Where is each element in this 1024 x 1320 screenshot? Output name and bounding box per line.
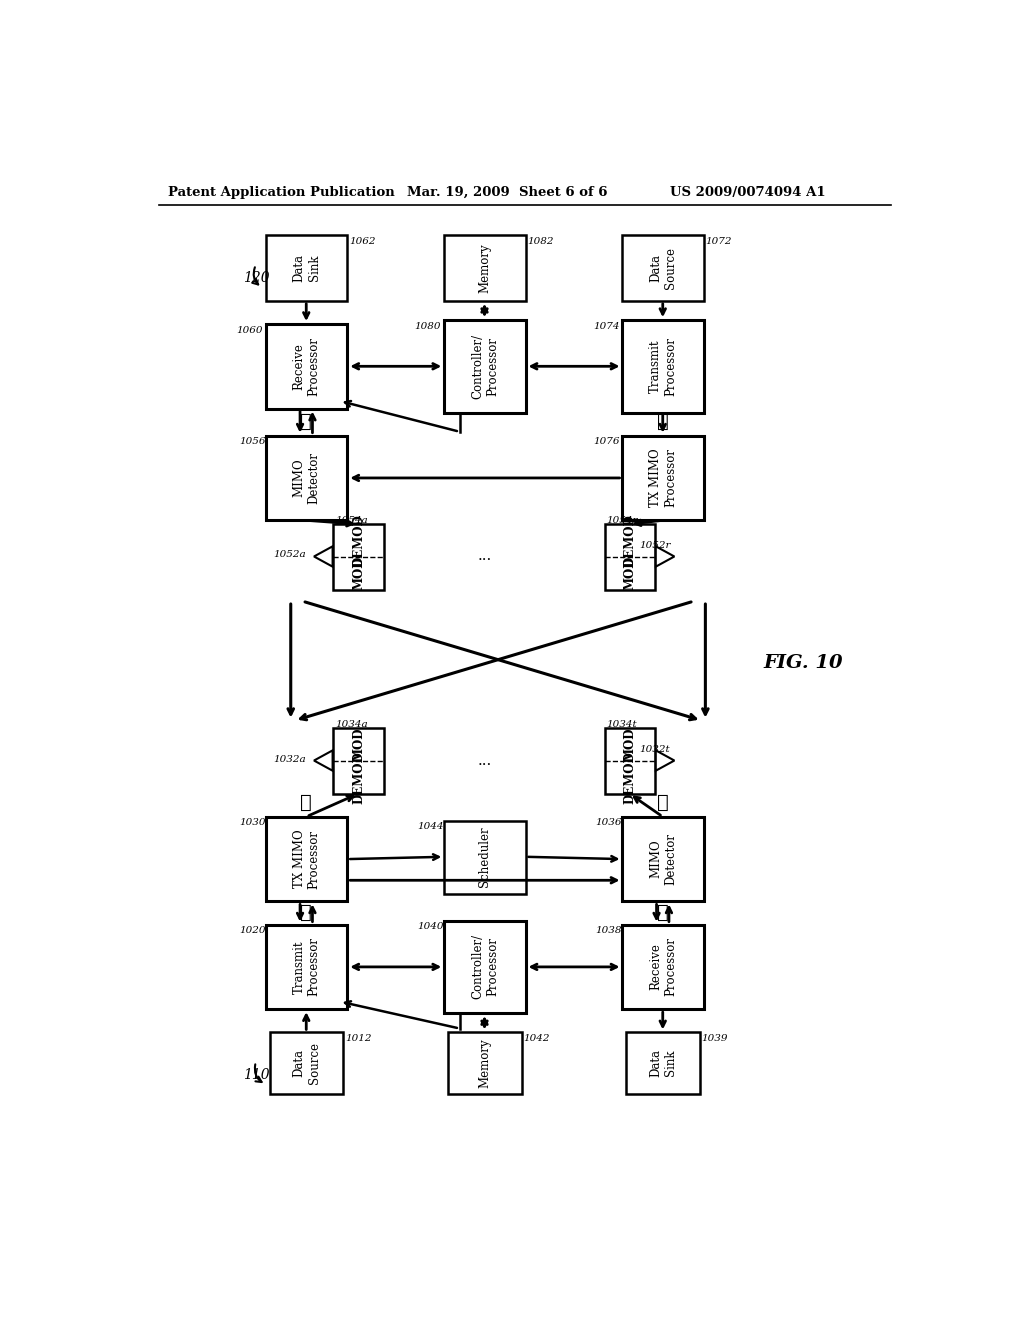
Text: 1042: 1042 (523, 1034, 550, 1043)
Text: 1036: 1036 (595, 818, 622, 828)
Text: TX MIMO
Processor: TX MIMO Processor (293, 829, 321, 888)
Text: 120: 120 (243, 271, 269, 285)
Text: ⋮: ⋮ (300, 413, 312, 430)
Bar (623, 235, 703, 301)
Text: 1032a: 1032a (273, 755, 306, 763)
Text: US 2009/0074094 A1: US 2009/0074094 A1 (671, 186, 826, 199)
Text: Receive
Processor: Receive Processor (649, 937, 677, 997)
Text: Scheduler: Scheduler (478, 826, 492, 887)
Text: Data
Source: Data Source (293, 1043, 321, 1084)
Text: Transmit
Processor: Transmit Processor (649, 337, 677, 396)
Bar (623, 924, 703, 1010)
Text: 1072: 1072 (706, 238, 732, 246)
Text: 1012: 1012 (345, 1034, 372, 1043)
Text: ⋮: ⋮ (656, 413, 669, 430)
Text: 1076: 1076 (593, 437, 620, 446)
Bar (270, 1032, 343, 1094)
Text: Memory: Memory (478, 1039, 492, 1088)
Bar (334, 729, 384, 793)
Text: 1074: 1074 (593, 322, 620, 331)
Text: 1034t: 1034t (606, 719, 637, 729)
Text: 1040: 1040 (417, 923, 443, 932)
Text: MIMO
Detector: MIMO Detector (649, 833, 677, 886)
Text: DEMOD: DEMOD (624, 513, 636, 566)
Text: ⋮: ⋮ (300, 793, 312, 812)
Bar (266, 436, 347, 520)
Text: MIMO
Detector: MIMO Detector (293, 451, 321, 504)
Text: 1082: 1082 (527, 238, 554, 246)
Text: Data
Source: Data Source (649, 247, 677, 289)
Text: Mar. 19, 2009  Sheet 6 of 6: Mar. 19, 2009 Sheet 6 of 6 (407, 186, 607, 199)
Bar (444, 321, 525, 412)
Text: Data
Sink: Data Sink (293, 255, 321, 282)
Bar (604, 524, 655, 590)
Text: MOD: MOD (352, 557, 366, 590)
Bar (334, 524, 384, 590)
Text: Memory: Memory (478, 243, 492, 293)
Text: Controller/
Processor: Controller/ Processor (471, 334, 499, 399)
Bar (266, 817, 347, 902)
Bar (444, 921, 525, 1014)
Text: ...: ... (477, 549, 492, 564)
Text: MOD: MOD (624, 727, 636, 762)
Text: 1052a: 1052a (273, 550, 306, 560)
Bar (449, 1032, 521, 1094)
Text: Controller/
Processor: Controller/ Processor (471, 935, 499, 999)
Bar (444, 235, 525, 301)
Text: DEMOD: DEMOD (352, 751, 366, 804)
Text: 1020: 1020 (239, 927, 265, 935)
Text: 1056: 1056 (239, 437, 265, 446)
Text: ⋮: ⋮ (656, 793, 669, 812)
Text: Patent Application Publication: Patent Application Publication (168, 186, 395, 199)
Text: ⋮: ⋮ (300, 904, 312, 921)
Text: 1060: 1060 (237, 326, 263, 334)
Text: Transmit
Processor: Transmit Processor (293, 937, 321, 997)
Text: MOD: MOD (624, 557, 636, 590)
Text: MOD: MOD (352, 727, 366, 762)
Bar (266, 235, 347, 301)
Text: 1034a: 1034a (335, 719, 368, 729)
Polygon shape (314, 546, 333, 566)
Text: TX MIMO
Processor: TX MIMO Processor (649, 449, 677, 507)
Text: 1044: 1044 (417, 822, 443, 832)
Bar (266, 924, 347, 1010)
Text: 1054r: 1054r (606, 516, 638, 525)
Text: 1080: 1080 (415, 322, 441, 331)
Bar (604, 729, 655, 793)
Text: 1030: 1030 (239, 818, 265, 828)
Text: DEMOD: DEMOD (352, 513, 366, 566)
Text: ⋮: ⋮ (656, 904, 669, 921)
Bar (627, 1032, 700, 1094)
Text: ...: ... (477, 754, 492, 767)
Bar (623, 321, 703, 412)
Bar (444, 821, 525, 894)
Text: 1038: 1038 (595, 927, 622, 935)
Text: 1039: 1039 (701, 1034, 728, 1043)
Bar (623, 817, 703, 902)
Text: DEMOD: DEMOD (624, 751, 636, 804)
Polygon shape (655, 546, 675, 566)
Text: 110: 110 (243, 1068, 269, 1081)
Text: Data
Sink: Data Sink (649, 1049, 677, 1077)
Text: 1052r: 1052r (640, 541, 671, 550)
Text: 1062: 1062 (349, 238, 376, 246)
Text: Receive
Processor: Receive Processor (293, 337, 321, 396)
Polygon shape (655, 750, 675, 771)
Polygon shape (314, 750, 333, 771)
Text: 1054a: 1054a (335, 516, 368, 525)
Bar (266, 323, 347, 409)
Bar (623, 436, 703, 520)
Text: FIG. 10: FIG. 10 (764, 653, 843, 672)
Text: 1032t: 1032t (640, 746, 670, 754)
